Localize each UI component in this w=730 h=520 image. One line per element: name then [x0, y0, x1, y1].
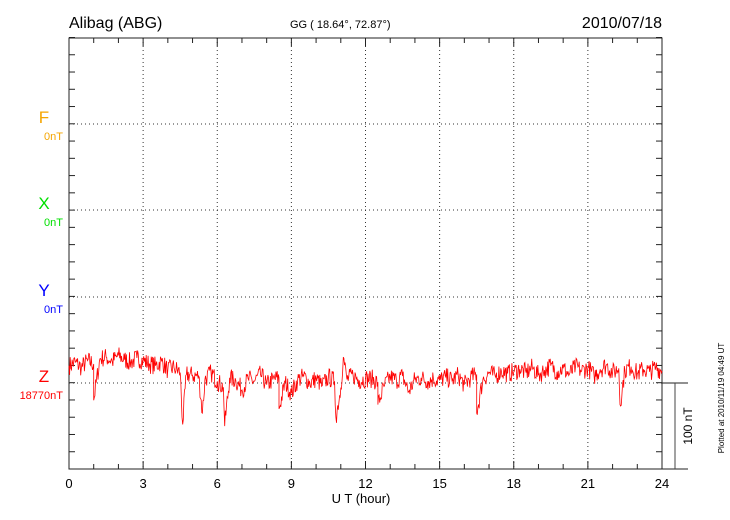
channel-baseline-f: 0nT: [44, 131, 63, 143]
channel-baseline-y: 0nT: [44, 304, 63, 316]
x-tick-label: 15: [432, 476, 446, 491]
channel-label-z: Z: [39, 367, 49, 386]
station-coords: GG ( 18.64°, 72.87°): [290, 19, 391, 31]
z-component-trace: [68, 347, 663, 427]
x-tick-label: 6: [214, 476, 221, 491]
channel-baseline-z: 18770nT: [20, 390, 64, 402]
x-tick-label: 21: [581, 476, 595, 491]
x-tick-label: 3: [140, 476, 147, 491]
x-tick-label: 9: [288, 476, 295, 491]
x-tick-label: 24: [655, 476, 669, 491]
channel-label-y: Y: [38, 281, 49, 300]
x-tick-label: 18: [507, 476, 521, 491]
x-axis-label: U T (hour): [332, 491, 391, 506]
scale-bar-label: 100 nT: [681, 407, 695, 445]
channel-label-f: F: [39, 108, 49, 127]
x-tick-label: 0: [65, 476, 72, 491]
channel-label-x: X: [38, 194, 49, 213]
station-title: Alibag (ABG): [69, 15, 162, 32]
plot-date: 2010/07/18: [582, 15, 662, 32]
channel-baseline-x: 0nT: [44, 217, 63, 229]
plotted-at-text: Plotted at 2010/11/19 04:49 UT: [717, 343, 726, 454]
x-tick-label: 12: [358, 476, 372, 491]
